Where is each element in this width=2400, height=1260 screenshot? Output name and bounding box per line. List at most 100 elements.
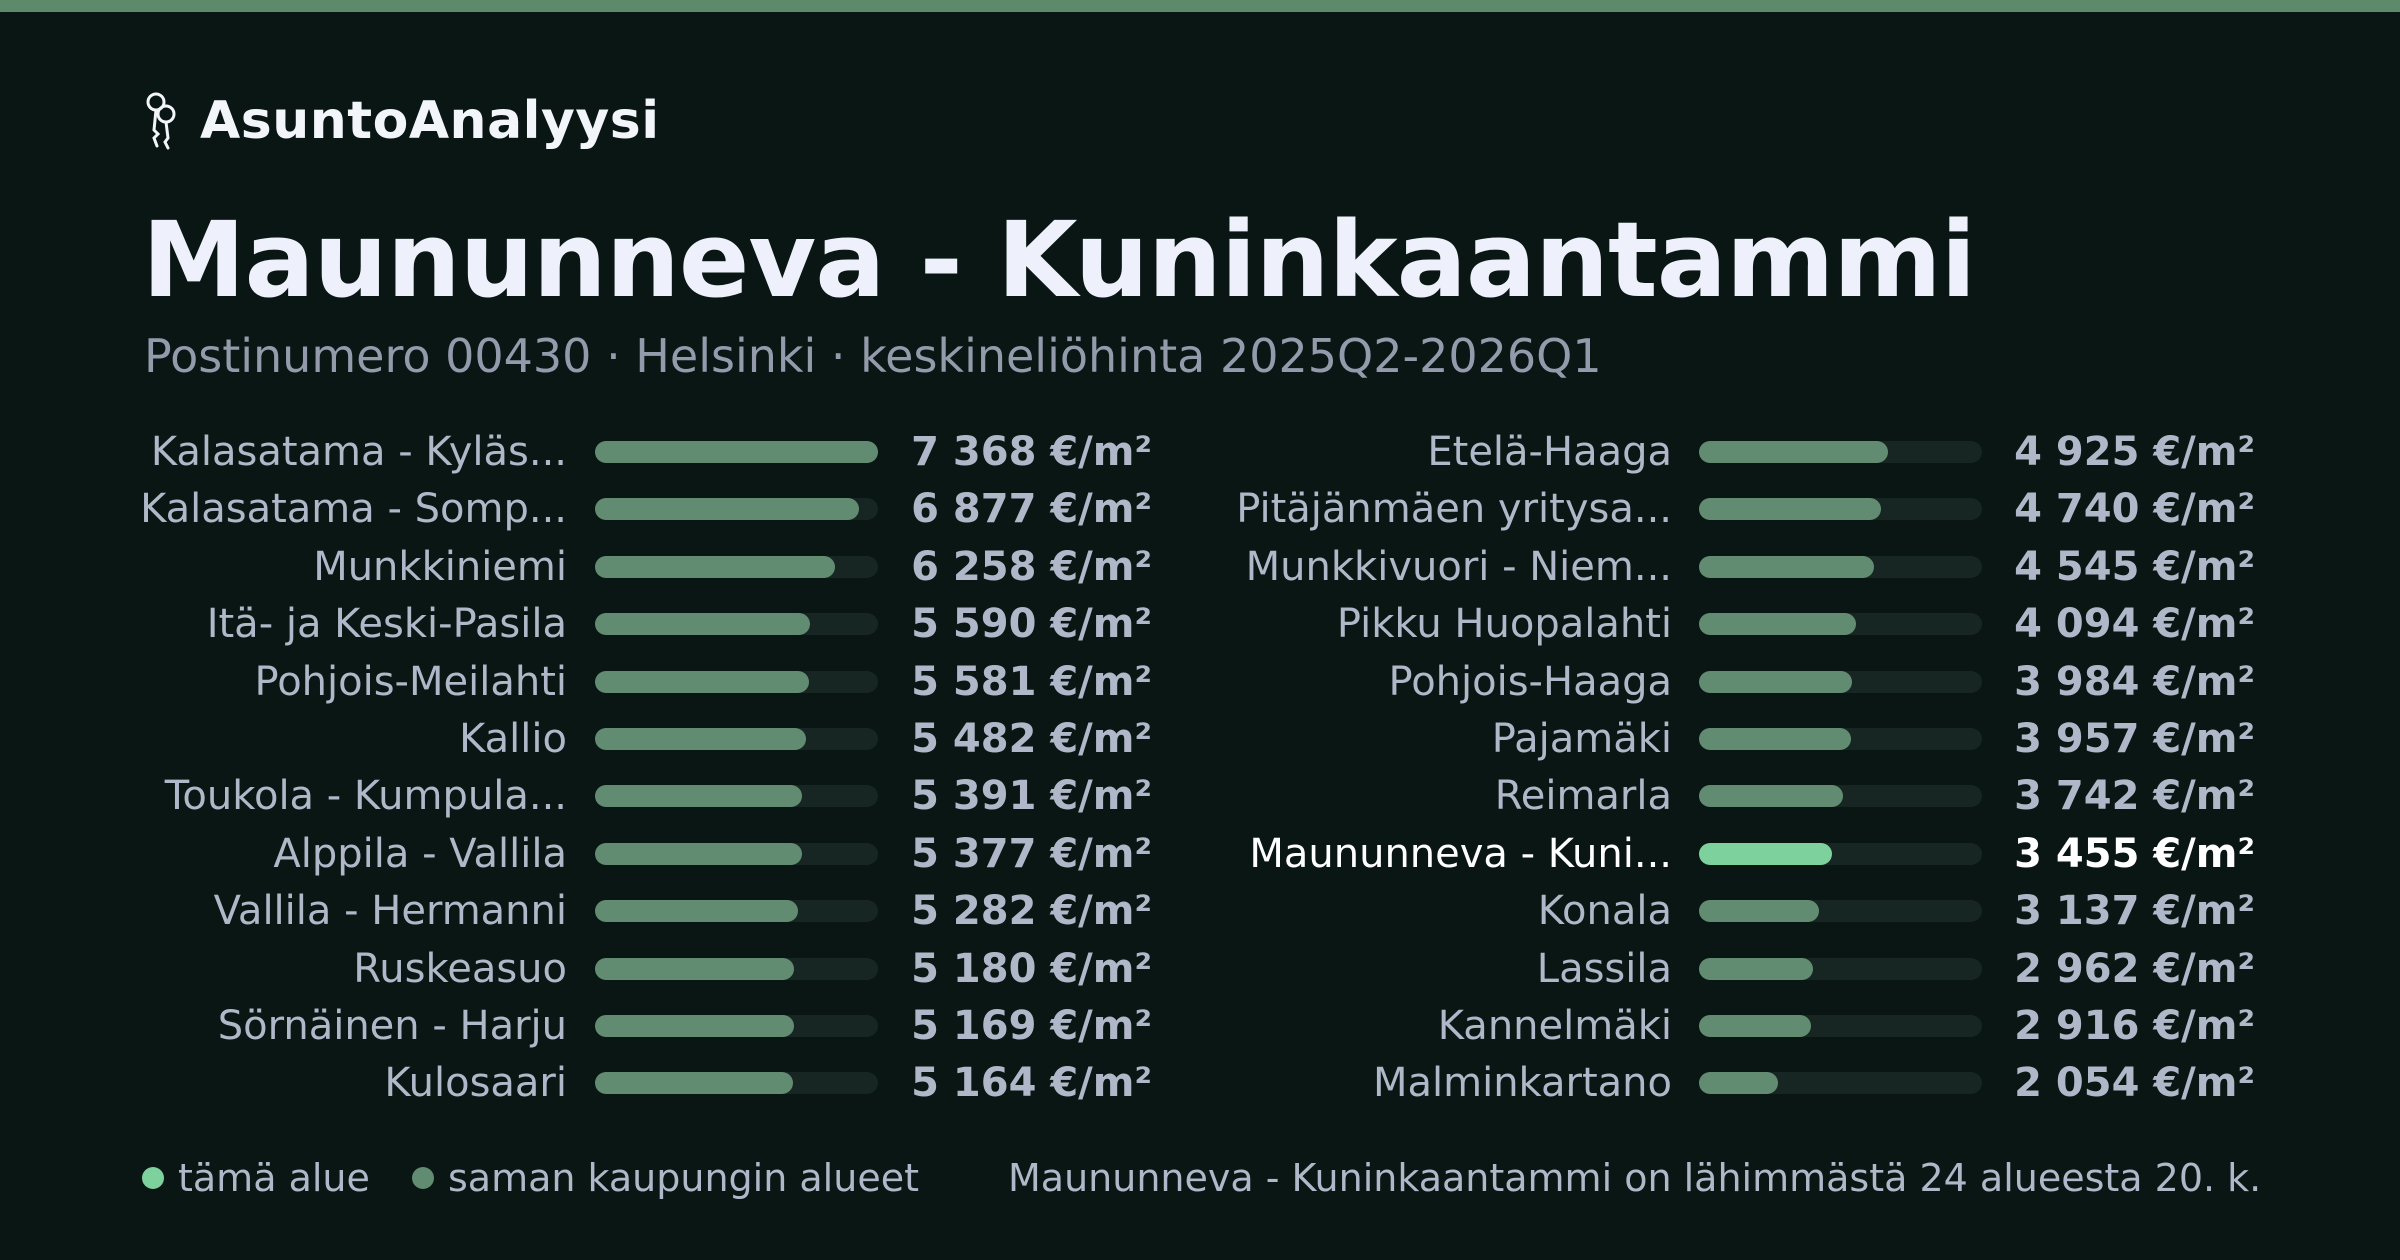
category-label: Konala (1537, 888, 1672, 935)
category-label-current: Maununneva - Kuni... (1249, 830, 1672, 877)
bar-track (1699, 498, 1982, 521)
category-label: Pitäjänmäen yritysa... (1236, 486, 1672, 533)
page-subtitle: Postinumero 00430 · Helsinki · keskineli… (144, 329, 1602, 383)
category-label: Sörnäinen - Harju (217, 1003, 567, 1049)
category-label: Kalasatama - Kyläs... (150, 429, 567, 475)
bar (595, 670, 810, 693)
category-label: Malminkartano (1372, 1060, 1672, 1107)
value-label: 2 962 €/m² (2014, 945, 2255, 992)
value-label: 5 581 €/m² (911, 658, 1152, 705)
brand: AsuntoAnalyysi (140, 88, 660, 154)
category-label: Alppila - Vallila (273, 830, 567, 877)
value-label: 4 545 €/m² (2014, 543, 2255, 590)
value-label: 3 742 €/m² (2014, 773, 2255, 820)
bar-track (1699, 441, 1982, 463)
bar-track (595, 957, 878, 980)
category-label: Ruskeasuo (353, 945, 567, 992)
bar-track (595, 785, 878, 808)
value-label: 5 169 €/m² (911, 1003, 1152, 1049)
value-label: 7 368 €/m² (911, 429, 1152, 475)
value-label: 4 740 €/m² (2014, 486, 2255, 533)
bar-track (1699, 613, 1982, 636)
legend-dot-city (412, 1167, 434, 1189)
value-label: 5 180 €/m² (911, 945, 1152, 992)
bar-track (1699, 670, 1982, 693)
value-label: 5 377 €/m² (911, 830, 1152, 877)
bar (1699, 1015, 1811, 1037)
value-label: 5 282 €/m² (911, 888, 1152, 935)
value-label: 6 877 €/m² (911, 486, 1152, 533)
bar (1699, 498, 1882, 521)
bar-track (595, 900, 878, 923)
value-label: 3 137 €/m² (2014, 888, 2255, 935)
bar-track (595, 498, 878, 521)
bar-track (595, 1072, 878, 1095)
category-label: Kallio (459, 716, 567, 762)
value-label: 2 916 €/m² (2014, 1003, 2255, 1049)
bar-track (595, 670, 878, 693)
legend-label-city: saman kaupungin alueet (448, 1156, 919, 1200)
bar (1699, 728, 1851, 750)
bar-track (1699, 728, 1982, 750)
category-label: Kulosaari (384, 1060, 567, 1107)
brand-name: AsuntoAnalyysi (200, 91, 660, 151)
category-label: Munkkiniemi (313, 543, 567, 590)
bar-track (595, 613, 878, 636)
bar (1699, 785, 1843, 808)
top-accent-strip (0, 0, 2400, 12)
bar-track (1699, 957, 1982, 980)
bar (1699, 900, 1820, 923)
value-label: 5 391 €/m² (911, 773, 1152, 820)
bar (595, 842, 802, 865)
bar-track (595, 728, 878, 750)
bar (595, 1072, 794, 1095)
value-label: 4 094 €/m² (2014, 601, 2255, 648)
bar-track (595, 842, 878, 865)
bar (595, 498, 860, 521)
bar-track (1699, 900, 1982, 923)
category-label: Pohjois-Haaga (1388, 658, 1673, 705)
bar (595, 728, 806, 750)
bar (1699, 441, 1889, 463)
bar (1699, 957, 1813, 980)
bar (1699, 670, 1853, 693)
value-label: 5 590 €/m² (911, 601, 1152, 648)
bar-track (595, 555, 878, 578)
bar (1699, 555, 1874, 578)
category-label: Pajamäki (1491, 716, 1672, 762)
bar-track (1699, 1072, 1982, 1095)
category-label: Itä- ja Keski-Pasila (206, 601, 567, 648)
value-label: 3 957 €/m² (2014, 716, 2255, 762)
category-label: Pohjois-Meilahti (254, 658, 568, 705)
bar-track (1699, 555, 1982, 578)
bar (595, 1015, 794, 1037)
value-label: 5 164 €/m² (911, 1060, 1152, 1107)
bar-current (1699, 842, 1832, 865)
category-label: Vallila - Hermanni (213, 888, 567, 935)
value-label: 5 482 €/m² (911, 716, 1152, 762)
bar (595, 441, 878, 463)
bar-track (1699, 842, 1982, 865)
value-label: 2 054 €/m² (2014, 1060, 2255, 1107)
legend-dot-current (142, 1167, 164, 1189)
bar (595, 900, 798, 923)
keys-icon (146, 92, 176, 150)
footer-note: Maununneva - Kuninkaantammi on lähimmäst… (1008, 1156, 2258, 1200)
bar (595, 613, 810, 636)
category-label: Lassila (1536, 945, 1672, 992)
bar-track (595, 441, 878, 463)
bar (1699, 1072, 1778, 1095)
bar (595, 957, 794, 980)
value-label: 3 984 €/m² (2014, 658, 2255, 705)
category-label: Munkkivuori - Niem... (1245, 543, 1672, 590)
legend-label-current: tämä alue (178, 1156, 370, 1200)
bar-track (1699, 1015, 1982, 1037)
page-title: Maununneva - Kuninkaantammi (142, 199, 1976, 321)
category-label: Etelä-Haaga (1427, 429, 1672, 475)
bar (1699, 613, 1857, 636)
category-label: Pikku Huopalahti (1336, 601, 1672, 648)
bar-track (1699, 785, 1982, 808)
category-label: Kannelmäki (1437, 1003, 1672, 1049)
value-label: 4 925 €/m² (2014, 429, 2255, 475)
category-label: Toukola - Kumpula... (164, 773, 567, 820)
